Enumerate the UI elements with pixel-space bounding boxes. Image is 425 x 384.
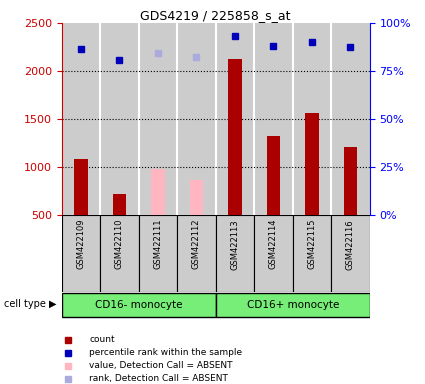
Bar [215,23,254,215]
Bar [215,215,254,292]
Bar [100,23,139,215]
Bar [190,180,203,215]
Bar [113,194,126,215]
Text: GSM422109: GSM422109 [76,219,85,270]
Title: GDS4219 / 225858_s_at: GDS4219 / 225858_s_at [140,9,291,22]
Text: GSM422113: GSM422113 [230,219,239,270]
Text: percentile rank within the sample: percentile rank within the sample [89,348,243,358]
Text: cell type ▶: cell type ▶ [4,299,57,309]
Text: CD16- monocyte: CD16- monocyte [95,300,182,310]
Bar [331,215,370,292]
Bar [331,23,370,215]
Text: GSM422112: GSM422112 [192,219,201,270]
Bar [139,215,177,292]
Text: GSM422115: GSM422115 [307,219,317,270]
Bar [151,169,164,215]
Text: GSM422111: GSM422111 [153,219,162,270]
Bar [254,215,293,292]
Bar [177,23,215,215]
Text: GSM422116: GSM422116 [346,219,355,270]
Bar [62,23,100,215]
Text: count: count [89,335,115,344]
Bar [305,113,319,215]
Bar [254,23,293,215]
Text: value, Detection Call = ABSENT: value, Detection Call = ABSENT [89,361,233,370]
Text: GSM422110: GSM422110 [115,219,124,270]
Bar [74,159,88,215]
Bar [293,215,331,292]
Text: CD16+ monocyte: CD16+ monocyte [246,300,339,310]
Bar [344,147,357,215]
Text: GSM422114: GSM422114 [269,219,278,270]
Bar [100,215,139,292]
Bar [62,293,215,317]
Bar [293,23,331,215]
Bar [139,23,177,215]
Bar [177,215,215,292]
Bar [267,136,280,215]
Bar [228,59,242,215]
Bar [215,293,370,317]
Text: rank, Detection Call = ABSENT: rank, Detection Call = ABSENT [89,374,228,383]
Bar [62,215,100,292]
